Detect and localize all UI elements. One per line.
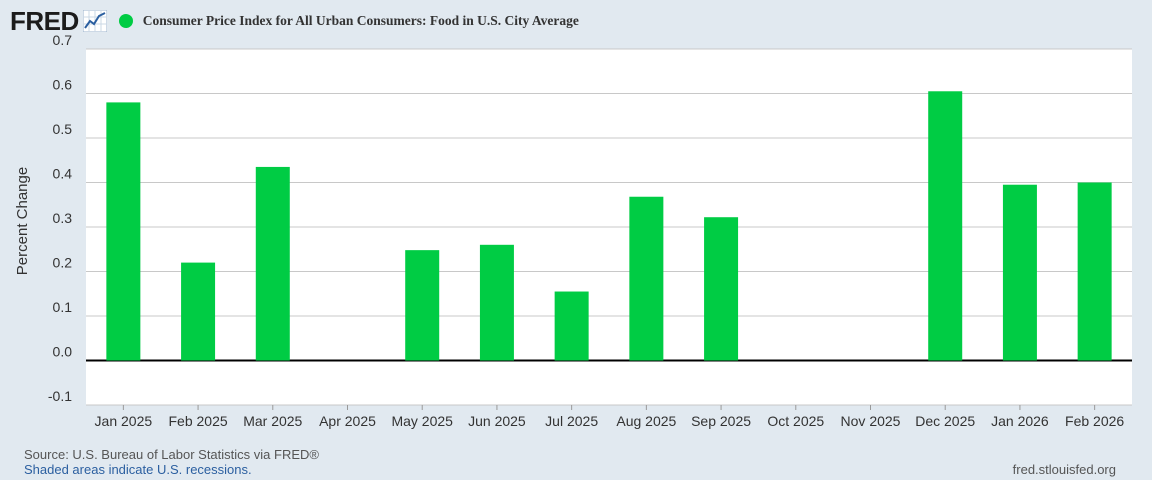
x-tick-label: Apr 2025	[319, 413, 376, 429]
x-tick-label: Feb 2025	[168, 413, 227, 429]
y-axis-label: Percent Change	[14, 167, 31, 275]
x-tick-label: Jul 2025	[545, 413, 598, 429]
series-title: Consumer Price Index for All Urban Consu…	[142, 13, 579, 28]
y-tick-label: 0.4	[53, 166, 73, 182]
fred-url[interactable]: fred.stlouisfed.org	[1012, 462, 1116, 477]
bar[interactable]	[1002, 184, 1037, 361]
y-tick-label: 0.1	[53, 299, 73, 315]
bar[interactable]	[405, 250, 440, 361]
y-tick-label: 0.3	[53, 210, 73, 226]
fred-graph-icon	[82, 10, 107, 32]
y-tick-label: 0.7	[53, 32, 73, 48]
chart-header: FRED Consumer Price Index for All Urban …	[10, 6, 579, 36]
fred-logo[interactable]: FRED	[10, 6, 79, 36]
bar[interactable]	[704, 217, 739, 361]
x-tick-label: Aug 2025	[616, 413, 676, 429]
bar[interactable]	[479, 244, 514, 361]
y-axis-ticks: -0.1 0.0 0.1 0.2 0.3 0.4 0.5 0.6 0.7	[48, 32, 72, 404]
x-axis-ticks: Jan 2025 Feb 2025 Mar 2025 Apr 2025 May 2025…	[95, 405, 1124, 429]
y-tick-label: -0.1	[48, 388, 72, 404]
x-tick-label: Feb 2026	[1065, 413, 1124, 429]
bar[interactable]	[181, 262, 216, 361]
recession-note[interactable]: Shaded areas indicate U.S. recessions.	[24, 462, 252, 477]
bar[interactable]	[255, 166, 290, 361]
x-tick-label: Mar 2025	[243, 413, 302, 429]
bar[interactable]	[554, 291, 589, 361]
x-tick-label: Dec 2025	[915, 413, 975, 429]
bar[interactable]	[106, 102, 141, 361]
x-tick-label: Jan 2025	[95, 413, 153, 429]
bar[interactable]	[928, 91, 963, 361]
y-tick-label: 0.5	[53, 121, 73, 137]
source-note: Source: U.S. Bureau of Labor Statistics …	[24, 447, 319, 462]
legend-marker	[118, 14, 133, 28]
y-tick-label: 0.0	[53, 344, 73, 360]
bars	[106, 91, 1112, 361]
x-tick-label: Nov 2025	[841, 413, 901, 429]
x-tick-label: May 2025	[391, 413, 453, 429]
y-tick-label: 0.6	[53, 77, 73, 93]
y-tick-label: 0.2	[53, 255, 73, 271]
x-tick-label: Jun 2025	[468, 413, 526, 429]
x-tick-label: Jan 2026	[991, 413, 1049, 429]
bar[interactable]	[1077, 182, 1112, 361]
bar[interactable]	[629, 196, 664, 361]
x-tick-label: Sep 2025	[691, 413, 751, 429]
x-tick-label: Oct 2025	[767, 413, 824, 429]
